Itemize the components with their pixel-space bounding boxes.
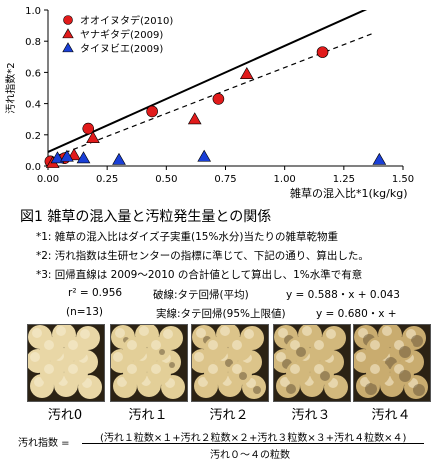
note-2: *2: 汚れ指数は生研センターの指標に準じて、下記の通り、算出した。 bbox=[36, 250, 369, 262]
data-point-triangle bbox=[239, 67, 254, 80]
formula-numerator: (汚れ１粒数×１+汚れ２粒数×２+汚れ３粒数×３+汚れ４粒数×４) bbox=[100, 433, 407, 444]
data-point-triangle bbox=[187, 112, 202, 125]
scatter-chart: 0.0 0.2 0.4 0.6 0.8 1.0 0.00 0.25 0.50 0.75 1.00 1.… bbox=[4, 6, 414, 200]
formula-lhs: 汚れ指数 = bbox=[18, 438, 70, 449]
r-squared: r² = 0.956 bbox=[68, 287, 123, 299]
x-tick-label: 0.25 bbox=[96, 174, 118, 185]
soybean-photo bbox=[27, 324, 105, 402]
data-point-triangle bbox=[50, 151, 65, 164]
soybean-photo bbox=[191, 324, 269, 402]
legend-marker bbox=[62, 28, 74, 39]
photo-label: 汚れ２ bbox=[209, 408, 249, 423]
x-axis-label: 雑草の混入比*1(kg/kg) bbox=[290, 186, 408, 200]
note-1: *1: 雑草の混入比はダイズ子実重(15%水分)当たりの雑草乾物重 bbox=[36, 231, 339, 243]
data-point-triangle bbox=[86, 130, 100, 143]
legend-label: ヤナギタデ(2009) bbox=[80, 28, 163, 41]
y-tick-label: 0.4 bbox=[25, 100, 41, 111]
photo-label: 汚れ４ bbox=[371, 408, 411, 423]
dashed-line-equation: y = 0.588・x + 0.043 bbox=[286, 289, 400, 301]
fraction-bar bbox=[82, 443, 424, 444]
formula-denominator: 汚れ０～４の粒数 bbox=[210, 450, 290, 461]
legend-marker bbox=[63, 15, 73, 25]
legend-label: オオイヌタデ(2010) bbox=[80, 14, 173, 27]
note-3: *3: 回帰直線は 2009～2010 の合計値として算出し、1%水準で有意 bbox=[36, 269, 363, 281]
x-tick-label: 0.00 bbox=[37, 174, 59, 185]
soybean-photo bbox=[353, 324, 431, 402]
data-point-triangle bbox=[197, 149, 212, 162]
figure-caption: 図1 雑草の混入量と汚粒発生量との関係 bbox=[20, 209, 272, 225]
data-point-circle bbox=[316, 46, 329, 58]
y-axis-label: 汚れ指数*2 bbox=[4, 62, 17, 113]
photo-label: 汚れ３ bbox=[291, 408, 331, 423]
solid-line-equation: y = 0.680・x + bbox=[316, 308, 397, 320]
data-point-circle bbox=[146, 105, 158, 118]
y-tick-label: 0.6 bbox=[25, 68, 41, 79]
sample-count: (n=13) bbox=[66, 306, 104, 318]
soybean-photo bbox=[273, 324, 351, 402]
x-tick-label: 1.50 bbox=[392, 174, 414, 185]
x-tick-label: 1.25 bbox=[333, 174, 355, 185]
x-tick-label: 0.75 bbox=[214, 174, 236, 185]
y-tick-label: 0.8 bbox=[25, 37, 41, 48]
data-point-circle bbox=[212, 93, 225, 105]
legend-marker bbox=[62, 42, 74, 53]
data-point-circle bbox=[82, 122, 95, 135]
y-tick-label: 1.0 bbox=[25, 6, 41, 17]
x-tick-label: 1.00 bbox=[274, 174, 296, 185]
soybean-photo bbox=[110, 324, 188, 402]
photo-label: 汚れ0 bbox=[47, 408, 83, 423]
legend-label: タイヌビエ(2009) bbox=[80, 43, 163, 55]
dashed-line-label: 破線:タテ回帰(平均) bbox=[153, 289, 249, 301]
regression-line-upper bbox=[48, 10, 368, 153]
data-point-triangle bbox=[60, 149, 74, 162]
data-point-triangle bbox=[112, 152, 126, 165]
data-point-triangle bbox=[76, 151, 91, 164]
solid-line-label: 実線:タテ回帰(95%上限値) bbox=[156, 308, 286, 320]
photo-label: 汚れ１ bbox=[128, 408, 168, 423]
data-point-triangle bbox=[372, 152, 387, 165]
y-tick-label: 0.0 bbox=[25, 162, 41, 173]
x-tick-label: 0.50 bbox=[155, 174, 177, 185]
y-tick-label: 0.2 bbox=[25, 131, 41, 142]
